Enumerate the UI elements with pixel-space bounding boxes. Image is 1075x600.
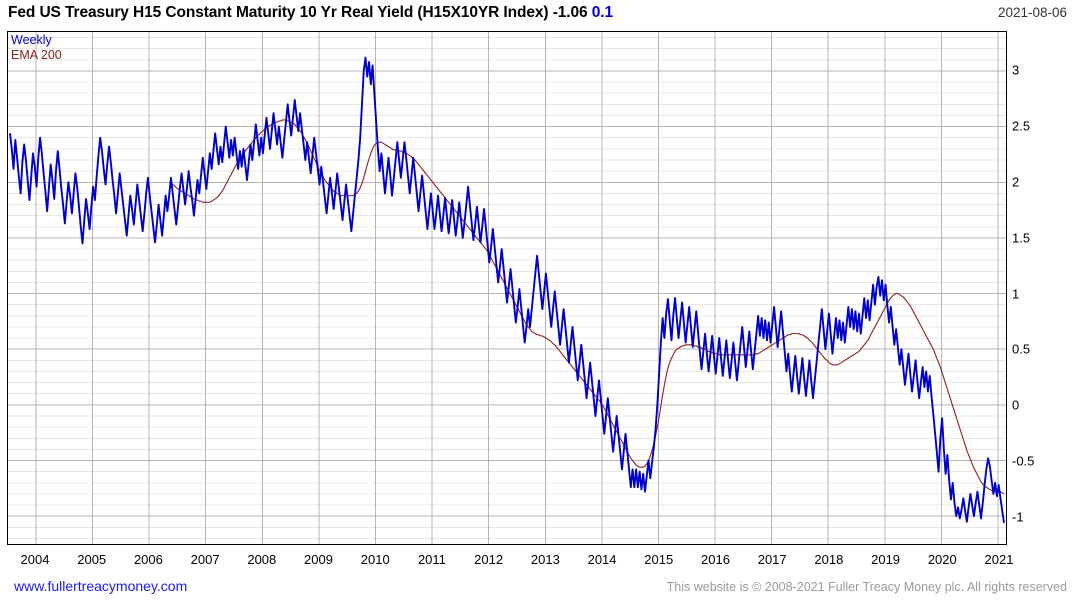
y-axis-tick-label: -0.5 — [1012, 453, 1035, 469]
legend-item-ema200: EMA 200 — [11, 48, 62, 62]
legend-item-weekly: Weekly — [11, 33, 52, 47]
instrument-name: Fed US Treasury H15 Constant Maturity 10… — [8, 4, 549, 21]
x-axis-tick-label: 2011 — [417, 552, 446, 567]
page-title: Fed US Treasury H15 Constant Maturity 10… — [8, 4, 613, 22]
y-axis-tick-label: 2.5 — [1012, 118, 1031, 134]
x-axis-tick-label: 2014 — [587, 552, 617, 567]
copyright-notice: This website is © 2008-2021 Fuller Treac… — [666, 580, 1067, 594]
chart-header: Fed US Treasury H15 Constant Maturity 10… — [0, 0, 1075, 28]
chart-legend: Weekly EMA 200 — [11, 33, 62, 63]
change-value: 0.1 — [591, 4, 614, 21]
x-axis-tick-label: 2013 — [530, 552, 560, 567]
x-axis-tick-label: 2005 — [77, 552, 107, 567]
y-axis-tick-label: 0.5 — [1012, 341, 1031, 357]
x-axis-tick-label: 2007 — [190, 552, 220, 567]
y-axis-tick-label: 1 — [1012, 286, 1020, 302]
x-axis-tick-label: 2010 — [360, 552, 390, 567]
weekly-price-line — [9, 56, 1005, 523]
chart-canvas[interactable] — [8, 32, 1006, 544]
y-axis-tick-label: -1 — [1012, 509, 1024, 525]
x-axis-labels: 2004 2005 2006 2007 2008 2009 2010 2011 2012 2013… — [0, 552, 1075, 572]
y-axis-tick-label: 0 — [1012, 397, 1020, 413]
website-link[interactable]: www.fullertreacymoney.com — [14, 578, 188, 594]
x-axis-tick-label: 2004 — [20, 552, 50, 567]
y-axis-tick-label: 3 — [1012, 62, 1020, 78]
x-axis-tick-label: 2008 — [247, 552, 277, 567]
x-axis-tick-label: 2020 — [927, 552, 957, 567]
y-axis-tick-label: 1.5 — [1012, 230, 1031, 246]
x-axis-tick-label: 2017 — [757, 552, 787, 567]
x-axis-tick-label: 2016 — [701, 552, 730, 567]
as-of-date: 2021-08-06 — [997, 5, 1067, 20]
chart-plot-area[interactable] — [7, 31, 1007, 545]
y-axis-tick-label: 2 — [1012, 174, 1020, 190]
x-axis-tick-label: 2009 — [304, 552, 333, 567]
last-value: -1.06 — [552, 4, 588, 21]
chart-footer: www.fullertreacymoney.com This website i… — [0, 576, 1075, 600]
x-axis-tick-label: 2012 — [474, 552, 504, 567]
grid-vertical-lines — [35, 32, 999, 544]
x-axis-tick-label: 2019 — [871, 552, 901, 567]
x-axis-tick-label: 2006 — [133, 552, 163, 567]
x-axis-tick-label: 2018 — [814, 552, 844, 567]
y-axis-labels: 3 2.5 2 1.5 1 0.5 0 -0.5 -1 — [1012, 31, 1072, 545]
x-axis-tick-label: 2021 — [984, 552, 1014, 567]
x-axis-tick-label: 2015 — [644, 552, 674, 567]
